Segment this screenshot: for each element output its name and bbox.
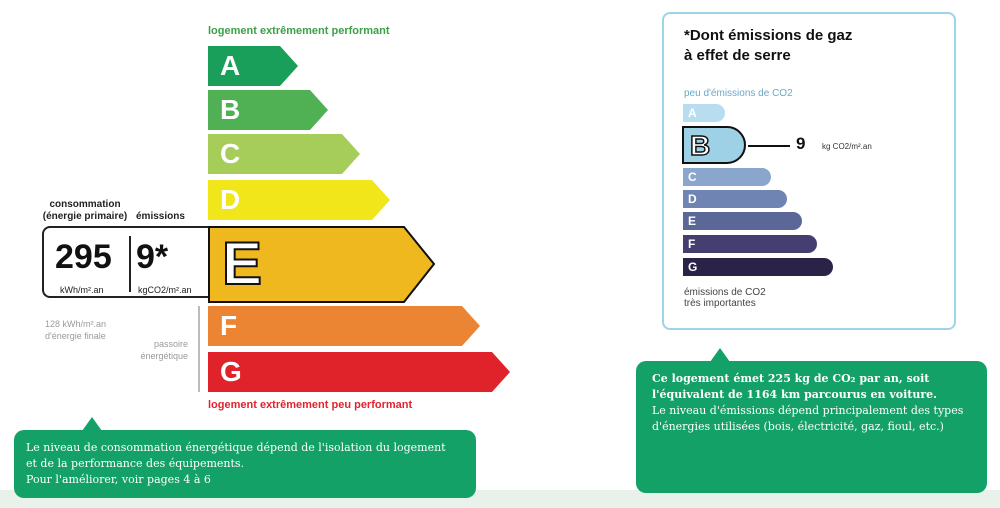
energy-class-a-letter: A xyxy=(220,50,241,81)
energy-class-c-letter: C xyxy=(220,138,241,169)
ges-class-b-bar-current: B xyxy=(682,126,746,164)
consumption-info-line2: et de la performance des équipements. xyxy=(26,457,245,470)
ges-class-c-bar: C xyxy=(683,168,771,186)
ges-bottom-caption: émissions de CO2 très importantes xyxy=(684,287,766,309)
ges-bottom-line2: très importantes xyxy=(684,298,756,309)
energy-class-e-letter: E xyxy=(221,230,263,297)
ges-class-g-letter: G xyxy=(688,260,698,274)
energy-class-c-bar: C xyxy=(208,134,360,174)
final-energy-line1: 128 kWh/m².an xyxy=(45,319,107,329)
energy-class-f-bar: F xyxy=(208,306,480,346)
ges-top-caption: peu d'émissions de CO2 xyxy=(684,88,793,99)
ges-class-a-bar: A xyxy=(683,104,725,122)
ges-class-g-bar: G xyxy=(683,258,833,276)
bubble-left-pointer xyxy=(82,417,102,431)
energy-class-g-letter: G xyxy=(220,356,242,387)
ges-class-e-bar: E xyxy=(683,212,802,230)
final-energy-note: 128 kWh/m².an d'énergie finale xyxy=(45,318,106,342)
emissions-info-line2: l'équivalent de 1164 km parcourus en voi… xyxy=(652,388,937,401)
emissions-unit: kgCO2/m².an xyxy=(138,285,192,295)
ges-class-e-letter: E xyxy=(688,214,697,228)
passoire-line2: énergétique xyxy=(140,351,188,361)
ges-class-c-letter: C xyxy=(688,170,697,184)
energy-class-d-bar: D xyxy=(208,180,390,220)
ges-title-line1: *Dont émissions de gaz xyxy=(684,27,853,44)
energy-class-e-bar-current: E xyxy=(208,226,436,303)
energy-class-b-bar: B xyxy=(208,90,328,130)
emissions-info-line3: Le niveau d'émissions dépend principalem… xyxy=(652,404,964,417)
energy-bottom-caption: logement extrêmement peu performant xyxy=(208,399,413,411)
ges-class-b-letter: B xyxy=(689,129,711,162)
ges-bottom-line1: émissions de CO2 xyxy=(684,287,766,298)
passoire-line1: passoire xyxy=(153,339,188,349)
consumption-info-line3: Pour l'améliorer, voir pages 4 à 6 xyxy=(26,473,211,486)
emissions-value: 9* xyxy=(136,238,169,276)
ges-title: *Dont émissions de gaz à effet de serre xyxy=(684,26,852,66)
energy-class-g-bar: G xyxy=(208,352,510,392)
consumption-label-line1: consommation xyxy=(49,199,121,210)
consumption-value: 295 xyxy=(55,238,112,276)
passoire-note: passoire énergétique xyxy=(128,338,188,362)
bubble-right-pointer xyxy=(710,348,730,362)
ges-unit: kg CO2/m².an xyxy=(822,142,872,151)
energy-class-e-shape xyxy=(208,226,436,303)
consumption-box xyxy=(42,226,208,298)
consumption-info-line1: Le niveau de consommation énergétique dé… xyxy=(26,441,446,454)
ges-class-d-bar: D xyxy=(683,190,787,208)
consumption-info-bubble: Le niveau de consommation énergétique dé… xyxy=(14,430,476,498)
ges-value: 9 xyxy=(796,134,806,153)
emissions-info-line1: Ce logement émet 225 kg de CO₂ par an, s… xyxy=(652,372,930,385)
ges-class-a-letter: A xyxy=(688,106,697,120)
consumption-unit: kWh/m².an xyxy=(60,285,104,295)
energy-class-a-bar: A xyxy=(208,46,298,86)
ges-class-f-bar: F xyxy=(683,235,817,253)
ges-value-connector xyxy=(748,145,790,147)
ges-class-f-letter: F xyxy=(688,237,696,251)
energy-class-d-letter: D xyxy=(220,184,241,215)
ges-title-line2: à effet de serre xyxy=(684,47,791,64)
energy-class-f-letter: F xyxy=(220,310,238,341)
final-energy-line2: d'énergie finale xyxy=(45,331,106,341)
consumption-label: consommation (énergie primaire) xyxy=(30,199,140,223)
passoire-bracket-line xyxy=(198,306,200,392)
consumption-divider xyxy=(129,236,131,292)
energy-class-b-letter: B xyxy=(220,94,241,125)
emissions-info-bubble: Ce logement émet 225 kg de CO₂ par an, s… xyxy=(636,361,987,493)
ges-class-d-letter: D xyxy=(688,192,697,206)
consumption-label-line2: (énergie primaire) xyxy=(42,211,128,222)
energy-top-caption: logement extrêmement performant xyxy=(208,25,390,37)
emissions-label: émissions xyxy=(136,211,185,222)
emissions-info-line4: d'énergies utilisées (bois, électricité,… xyxy=(652,420,944,433)
